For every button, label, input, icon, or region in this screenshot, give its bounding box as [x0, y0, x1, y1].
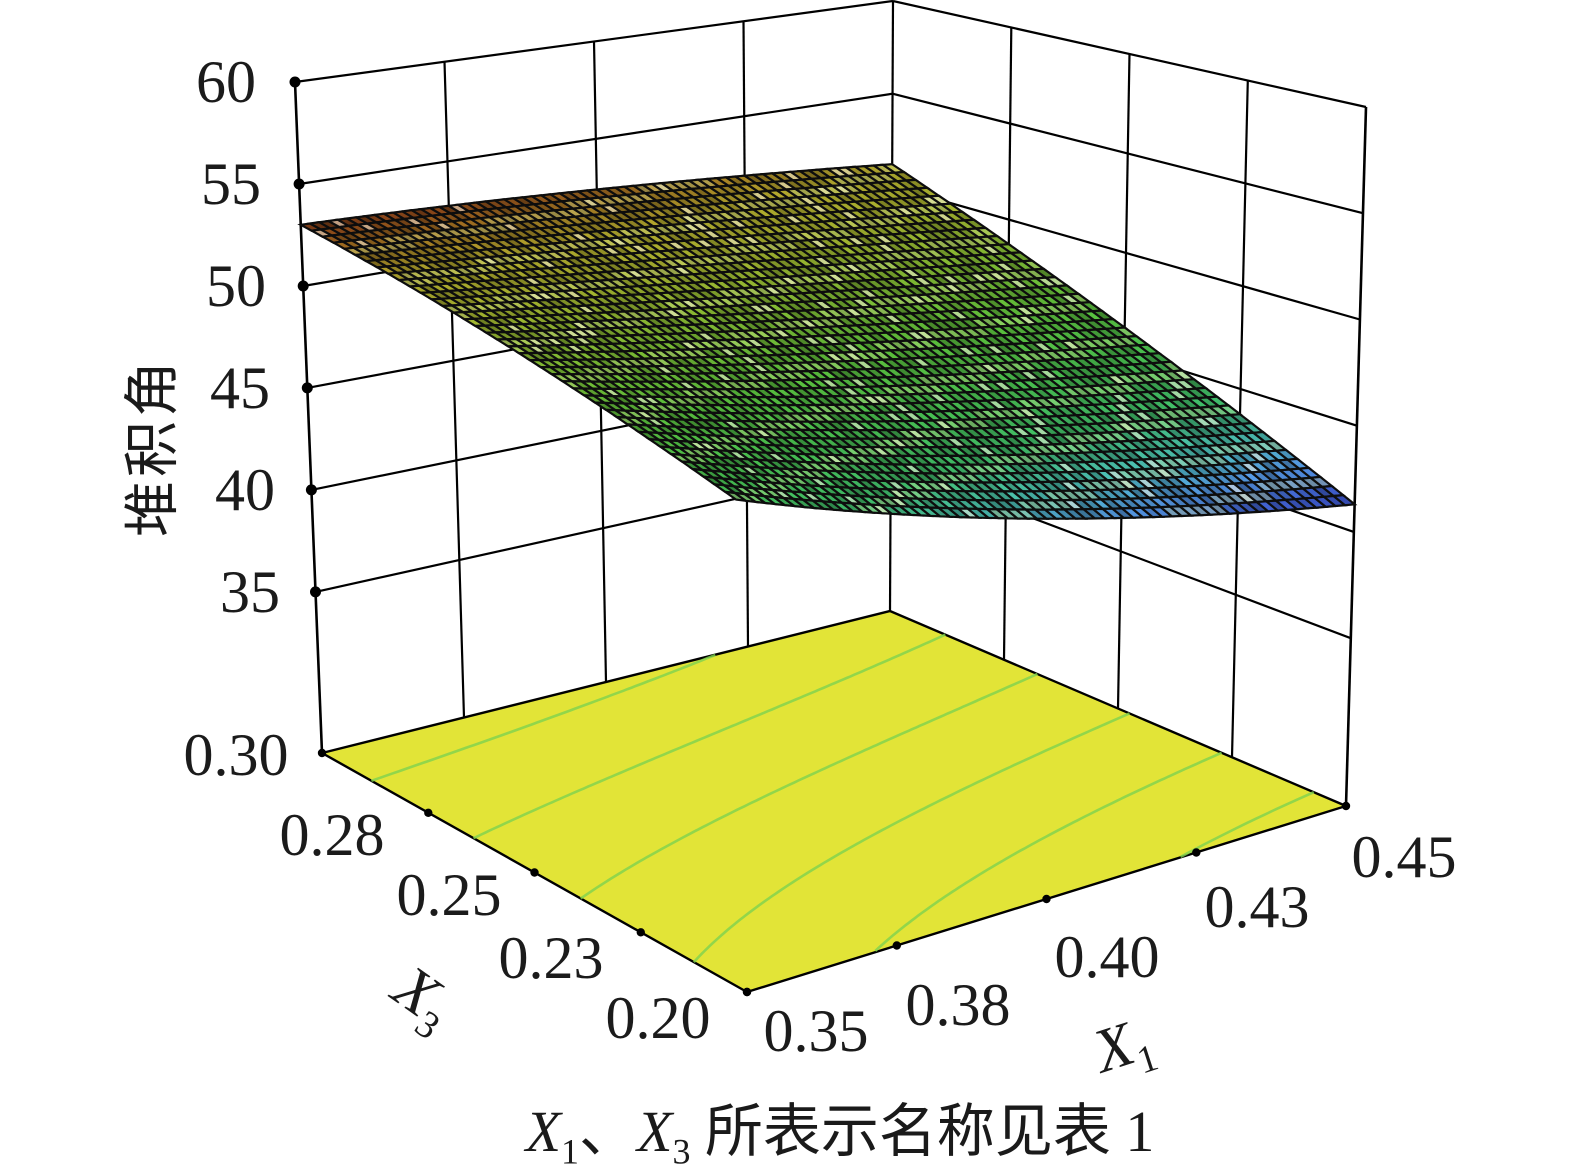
x3-tick-020: 0.20 — [605, 985, 711, 1051]
z-tick-55: 55 — [201, 151, 261, 217]
x3-tick-030: 0.30 — [183, 722, 289, 788]
x1-tick-040: 0.40 — [1054, 924, 1160, 990]
x3-tick-023: 0.23 — [498, 925, 604, 991]
x3-tick-028: 0.28 — [279, 802, 385, 868]
z-tick-35: 35 — [220, 559, 280, 625]
z-tick-50: 50 — [206, 253, 266, 319]
figure-caption: X1、X3 所表示名称见表 1 — [525, 1099, 1155, 1170]
x3-tick-025: 0.25 — [396, 862, 502, 928]
x1-tick-045: 0.45 — [1351, 824, 1457, 890]
z-tick-45: 45 — [210, 355, 270, 421]
x1-tick-038: 0.38 — [905, 972, 1011, 1038]
x1-tick-035: 0.35 — [763, 998, 869, 1064]
z-tick-60: 60 — [196, 49, 256, 115]
z-tick-40: 40 — [215, 457, 275, 523]
x1-tick-043: 0.43 — [1204, 874, 1310, 940]
z-axis-title: 堆积角 — [122, 357, 185, 537]
